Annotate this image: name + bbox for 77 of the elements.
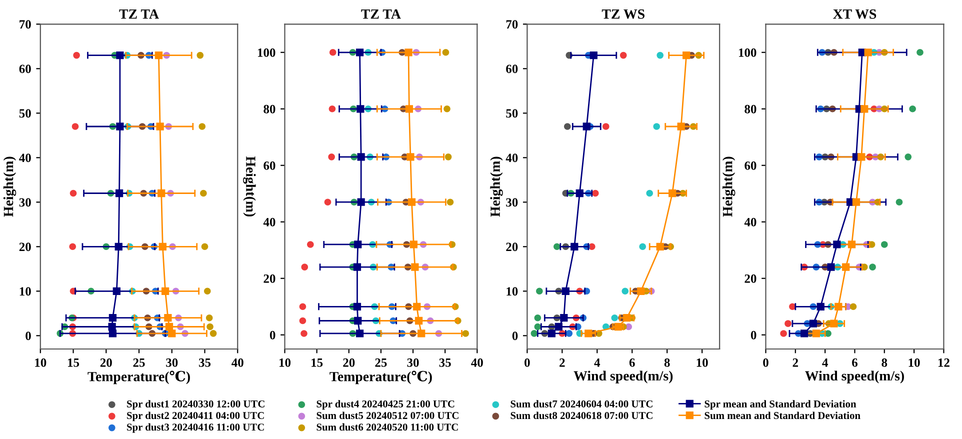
y-tick-label: 80	[264, 104, 276, 114]
legend-label: Spr mean and Standard Deviation	[704, 400, 856, 410]
y-tick-label: 80	[744, 104, 756, 114]
legend-label: Sum dust7 20240604 04:00 UTC	[510, 400, 652, 408]
legend-label: Spr dust1 20240330 12:00 UTC	[127, 400, 264, 410]
x-tick-label: 2	[792, 358, 798, 367]
y-tick-label: 10	[20, 287, 31, 296]
x-axis-title: Wind speed(m/s)	[574, 370, 673, 384]
y-axis-title: Height(m)	[722, 156, 736, 217]
y-tick-label: 60	[744, 161, 756, 170]
x-tick-label: 20	[343, 358, 355, 367]
y-axis-title: Height(m)	[243, 156, 256, 216]
x-tick-label: 6	[852, 358, 858, 367]
x-tick-label: 8	[882, 358, 888, 367]
x-tick-label: 15	[312, 358, 323, 367]
x-tick-label: 40	[232, 358, 244, 367]
x-axis-title: Temperature(℃)	[330, 370, 432, 384]
y-tick-label: 40	[19, 154, 31, 162]
x-tick-label: 30	[407, 358, 419, 367]
x-tick-label: 12	[938, 358, 950, 367]
x-tick-label: 10	[696, 358, 708, 367]
x-tick-label: 0	[763, 358, 768, 367]
legend-label: Spr dust4 20240425 21:00 UTC	[316, 400, 454, 410]
y-tick-label: 20	[19, 242, 31, 252]
y-tick-label: 50	[19, 109, 31, 118]
y-axis-title: Height(m)	[490, 156, 503, 217]
x-tick-label: 25	[133, 358, 145, 367]
y-tick-label: 20	[264, 274, 276, 283]
y-axis-title: Height(m)	[3, 156, 16, 217]
x-tick-label: 8	[664, 358, 670, 367]
x-axis-title: Temperature(℃)	[88, 370, 190, 384]
chart-title: TZ TA	[119, 9, 159, 19]
y-tick-label: 50	[506, 109, 518, 118]
x-tick-label: 2	[560, 358, 565, 367]
x-tick-label: 30	[166, 358, 178, 367]
y-tick-label: 20	[744, 274, 756, 283]
y-tick-label: 0	[26, 332, 31, 340]
x-axis-title: Wind speed(m/s)	[805, 370, 904, 384]
legend-label: Spr dust3 20240416 11:00 UTC	[127, 423, 264, 433]
y-tick-label: 0	[750, 330, 756, 340]
y-tick-label: 30	[19, 198, 31, 207]
x-tick-label: 4	[594, 358, 600, 367]
y-tick-label: 40	[506, 154, 518, 162]
y-tick-label: 70	[506, 20, 518, 29]
x-tick-label: 35	[198, 358, 211, 367]
y-tick-label: 70	[20, 20, 31, 29]
x-tick-label: 4	[822, 358, 828, 367]
x-tick-label: 35	[439, 358, 451, 367]
y-tick-label: 20	[506, 242, 518, 252]
legend-label: Sum mean and Standard Deviation	[704, 412, 860, 420]
y-tick-label: 30	[506, 198, 518, 207]
x-tick-label: 0	[524, 358, 530, 367]
chart-title: XT WS	[833, 9, 876, 19]
x-tick-label: 10	[35, 358, 46, 367]
y-tick-label: 60	[506, 64, 518, 74]
y-tick-label: 100	[258, 48, 276, 57]
x-tick-label: 6	[629, 358, 635, 367]
x-tick-label: 10	[280, 358, 291, 367]
y-tick-label: 0	[270, 330, 276, 340]
chart-title: TZ WS	[602, 9, 644, 19]
x-tick-label: 20	[100, 358, 112, 367]
legend-label: Spr dust2 20240411 04:00 UTC	[127, 412, 264, 422]
y-tick-label: 60	[264, 161, 276, 170]
chart-title: TZ TA	[361, 9, 401, 19]
y-tick-label: 0	[512, 332, 518, 340]
y-tick-label: 10	[506, 287, 518, 296]
y-tick-label: 60	[19, 64, 31, 74]
legend-label: Sum dust8 20240618 07:00 UTC	[510, 412, 652, 420]
x-tick-label: 10	[908, 358, 920, 367]
y-tick-label: 40	[263, 218, 276, 226]
y-tick-label: 40	[744, 218, 756, 226]
x-tick-label: 40	[471, 358, 483, 367]
legend-label: Sum dust6 20240520 11:00 UTC	[316, 423, 458, 431]
legend-label: Sum dust5 20240512 07:00 UTC	[316, 412, 458, 420]
x-tick-label: 15	[68, 358, 80, 367]
x-tick-label: 25	[375, 358, 387, 367]
y-tick-label: 100	[738, 48, 756, 57]
